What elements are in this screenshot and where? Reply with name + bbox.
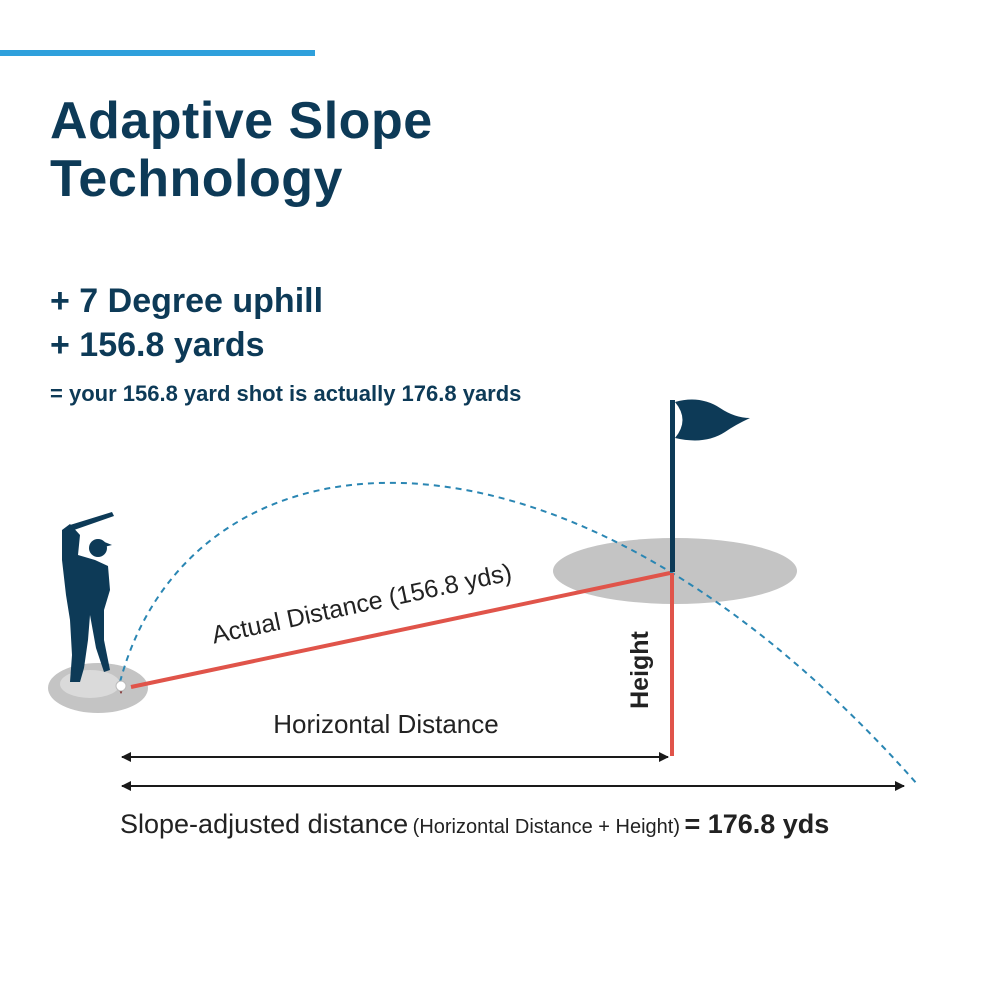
title-line-2: Technology [50,150,343,208]
page-title: Adaptive Slope Technology [50,92,433,208]
ball-trajectory [119,481,919,786]
height-label: Height [626,630,654,708]
golf-ball-icon [115,680,127,694]
slope-adjusted-label: Slope-adjusted distance (Horizontal Dist… [120,809,829,839]
slope-main: Slope-adjusted distance [120,809,408,839]
slope-result: = 176.8 yds [684,809,829,839]
actual-distance-line [130,571,671,689]
slope-paren: (Horizontal Distance + Height) [413,816,680,838]
horizontal-distance-label: Horizontal Distance [273,709,498,739]
flag-icon [670,399,750,572]
fact-slope: + 7 Degree uphill [50,282,324,320]
fact-distance: + 156.8 yards [50,326,265,364]
fact-result: = your 156.8 yard shot is actually 176.8… [50,381,522,406]
golfer-icon [62,512,114,682]
title-line-1: Adaptive Slope [50,92,433,150]
actual-distance-label: Actual Distance (156.8 yds) [209,559,514,650]
accent-bar [0,50,315,56]
